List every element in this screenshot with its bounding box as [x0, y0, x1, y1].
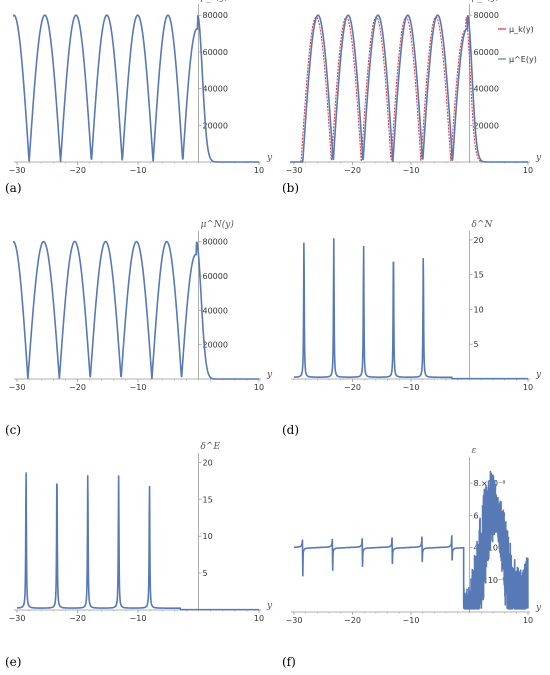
y-tick-label: 20	[474, 236, 484, 245]
x-tick-label: −30	[9, 614, 26, 623]
y-tick-label: 15	[203, 495, 213, 504]
x-tick-label: 10	[523, 383, 533, 392]
y-tick-label: 20000	[203, 341, 228, 350]
legend-label: μ_k(y)	[509, 25, 534, 34]
legend: μ_k(y) μ^E(y)	[498, 25, 537, 64]
y-tick-label: 5	[203, 569, 208, 578]
y-axis-label: μ^N(y)	[201, 219, 235, 230]
series-line-1	[13, 240, 259, 380]
x-tick-label: −20	[69, 614, 86, 623]
series-line-1	[16, 472, 259, 611]
y-tick-label: 60000	[203, 48, 228, 57]
series-line-1	[293, 470, 529, 610]
x-tick-label: −20	[69, 166, 86, 175]
x-tick-label: −10	[130, 383, 147, 392]
y-tick-label: 10	[474, 305, 484, 314]
panel-d: −20 −10 10 5 10 15 20 y δ^N (d)	[282, 220, 542, 437]
y-tick-label: 80000	[203, 11, 228, 20]
x-axis-label: y	[266, 370, 273, 380]
panel-a: −30 −20 −10 10 20000 40000 60000 80000 y μ_k(y) (a…	[5, 0, 273, 195]
panel-caption: (b)	[282, 181, 299, 195]
x-axis-label: y	[535, 603, 542, 613]
y-tick-label: 80000	[474, 11, 499, 20]
x-tick-label: 10	[254, 383, 264, 392]
x-tick-label: −30	[286, 616, 303, 625]
x-tick-label: −20	[69, 383, 86, 392]
x-axis-label: y	[266, 601, 273, 611]
panel-caption: (f)	[282, 655, 296, 669]
y-tick-label: 2.×10⁻⁸	[474, 576, 506, 585]
x-tick-label: −30	[9, 383, 26, 392]
y-tick-label: 80000	[203, 238, 228, 247]
panel-f: −30 −20 −10 102.×10⁻⁸4.×10⁻⁸6.×10⁻⁸8.×10⁻⁸y…	[282, 446, 542, 669]
x-tick-label: −10	[403, 383, 420, 392]
panel-caption: (a)	[5, 181, 22, 195]
panel-b: −30 −20 −10 10 20000 40000 60000 80000 y μ_k(y) (b…	[282, 0, 542, 195]
y-axis-label: ε	[472, 446, 477, 456]
y-tick-label: 10	[203, 532, 213, 541]
x-tick-label: 10	[254, 166, 264, 175]
y-axis-label: δ^E	[201, 442, 221, 452]
y-tick-label: 40000	[203, 85, 228, 94]
legend-label: μ^E(y)	[509, 55, 537, 64]
y-tick-label: 20000	[474, 121, 499, 130]
series-line-1	[13, 14, 259, 163]
y-tick-label: 60000	[203, 272, 228, 281]
x-tick-label: −30	[9, 166, 26, 175]
panel-caption: (c)	[5, 423, 21, 437]
x-tick-label: 10	[254, 614, 264, 623]
y-tick-label: 20	[203, 458, 213, 467]
x-tick-label: −10	[403, 616, 420, 625]
panel-e: −30 −20 −10 10 5 10 15 20 y δ^E (e)	[5, 442, 273, 669]
panel-caption: (e)	[5, 655, 21, 669]
x-tick-label: 10	[523, 166, 533, 175]
series-line-1	[290, 16, 528, 163]
series-line-2	[290, 14, 528, 163]
y-tick-label: 20000	[203, 121, 228, 130]
panel-caption: (d)	[282, 423, 299, 437]
y-tick-label: 8.×10⁻⁸	[474, 479, 506, 488]
x-tick-label: −30	[286, 166, 303, 175]
x-tick-label: −10	[130, 614, 147, 623]
y-tick-label: 5	[474, 340, 479, 349]
series-line-1	[293, 238, 528, 380]
y-axis-label: δ^N	[472, 220, 494, 230]
y-axis-label: μ_k(y)	[201, 0, 229, 3]
x-axis-label: y	[266, 153, 273, 163]
y-tick-label: 15	[474, 271, 484, 280]
x-axis-label: y	[535, 153, 542, 163]
panel-c: −30 −20 −10 10 20000 40000 60000 80000 y μ^N(y) (c…	[5, 219, 273, 437]
x-tick-label: −20	[344, 166, 361, 175]
x-tick-label: −10	[130, 166, 147, 175]
x-tick-label: −20	[344, 616, 361, 625]
x-axis-label: y	[535, 370, 542, 380]
y-axis-label: μ_k(y)	[472, 0, 500, 3]
y-tick-label: 60000	[474, 48, 499, 57]
x-tick-label: 10	[523, 616, 533, 625]
y-tick-label: 40000	[474, 85, 499, 94]
y-tick-label: 40000	[203, 306, 228, 315]
x-tick-label: −20	[344, 383, 361, 392]
x-tick-label: −10	[403, 166, 420, 175]
